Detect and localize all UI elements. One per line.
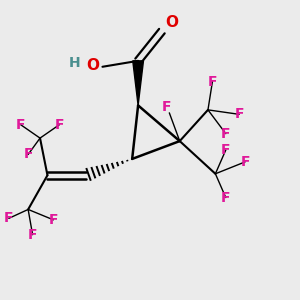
Text: F: F [234, 107, 244, 121]
Text: F: F [240, 155, 250, 169]
Text: F: F [162, 100, 171, 114]
Text: F: F [208, 75, 217, 88]
Text: O: O [165, 15, 178, 30]
Text: F: F [16, 118, 26, 132]
Text: F: F [4, 212, 14, 225]
Text: F: F [23, 148, 33, 161]
Text: F: F [28, 228, 37, 242]
Text: F: F [49, 213, 58, 227]
Text: F: F [55, 118, 64, 132]
Text: O: O [86, 58, 100, 73]
Text: F: F [221, 127, 230, 141]
Text: F: F [221, 190, 230, 205]
Text: F: F [221, 143, 230, 157]
Polygon shape [133, 61, 143, 105]
Text: H: H [68, 56, 80, 70]
